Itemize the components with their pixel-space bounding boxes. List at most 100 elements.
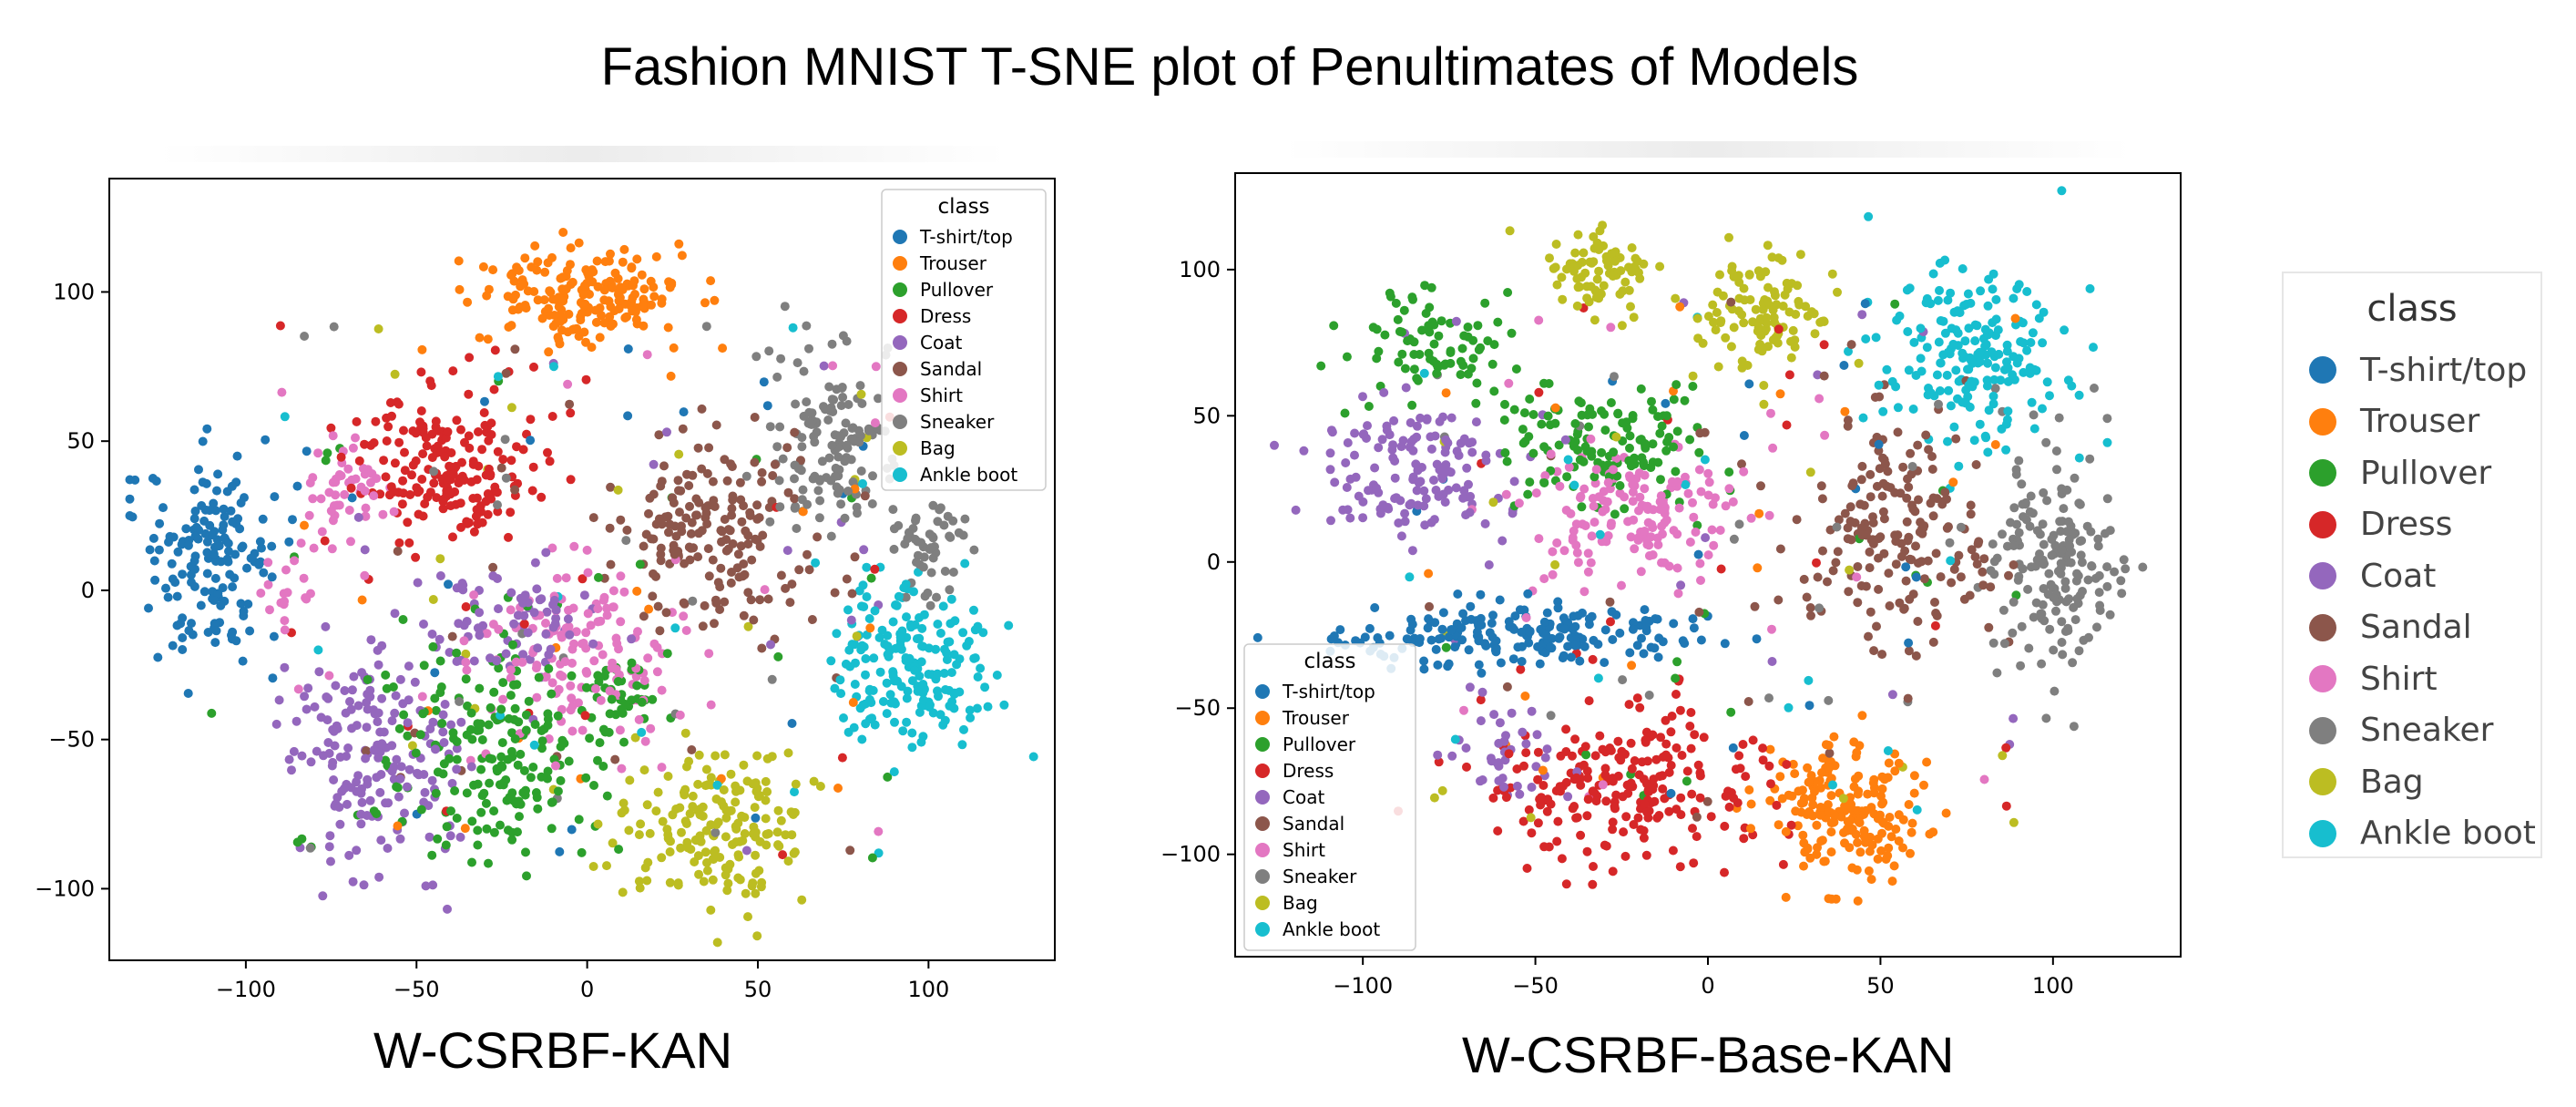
enlarged-legend-label: Coat [2360, 557, 2437, 595]
point [1579, 760, 1589, 770]
point [2003, 406, 2013, 416]
point [1441, 388, 1451, 398]
point [428, 641, 438, 651]
point [438, 504, 448, 514]
point [1608, 635, 1618, 644]
point [563, 379, 573, 389]
point [1606, 323, 1616, 333]
legend-marker [893, 256, 907, 271]
point [1627, 243, 1637, 252]
legend-marker [893, 282, 907, 297]
point [1999, 639, 2009, 649]
point [973, 672, 983, 682]
point [1974, 537, 1984, 547]
point [1689, 623, 1699, 633]
point [593, 617, 603, 627]
point [509, 714, 519, 724]
point [710, 595, 721, 605]
point [964, 637, 974, 646]
point [1940, 487, 1950, 497]
point [790, 787, 799, 797]
point [455, 284, 465, 294]
point [1584, 620, 1594, 630]
point [2117, 589, 2127, 599]
point [1600, 840, 1610, 850]
point [1467, 614, 1477, 624]
legend-label: Shirt [920, 384, 963, 406]
point [645, 828, 655, 838]
point [506, 507, 516, 518]
point [581, 773, 591, 783]
scatter-plot-left: −100 −50 0 50 100−100−50050100classT-shirt/t… [35, 178, 1056, 1002]
point [1471, 417, 1481, 427]
point [125, 475, 135, 485]
point [755, 541, 765, 551]
point [1979, 554, 1989, 564]
point [1648, 405, 1658, 415]
point [377, 739, 387, 749]
point [858, 478, 867, 488]
point [1716, 564, 1726, 574]
point [1457, 623, 1467, 632]
point [669, 498, 679, 507]
point [145, 545, 155, 555]
point [1675, 705, 1685, 715]
point [1814, 394, 1825, 404]
point [1630, 453, 1640, 463]
point [948, 516, 958, 526]
point [488, 562, 498, 572]
point [1824, 741, 1834, 750]
point [1579, 587, 1590, 597]
point [1437, 624, 1447, 634]
point [526, 436, 536, 446]
point [385, 398, 395, 407]
point [1586, 282, 1596, 292]
point [856, 466, 866, 476]
point [2121, 564, 2131, 574]
point [393, 783, 403, 793]
point [604, 727, 614, 737]
point [1748, 735, 1758, 745]
point [1586, 434, 1596, 444]
point [1845, 815, 1855, 825]
point [1983, 301, 1993, 311]
point [1737, 356, 1747, 366]
point [732, 563, 742, 573]
point [1546, 711, 1556, 721]
point [1484, 560, 1494, 569]
point [213, 540, 223, 550]
point [579, 590, 589, 600]
point [728, 491, 738, 501]
enlarged-legend-marker [2309, 819, 2336, 847]
point [1861, 805, 1871, 815]
point [537, 743, 547, 753]
point [268, 673, 278, 683]
point [1419, 664, 1429, 674]
point [2022, 287, 2032, 296]
point [408, 460, 418, 470]
point [763, 594, 773, 604]
point [710, 619, 719, 629]
point [1866, 875, 1876, 885]
point [613, 677, 623, 686]
point [1590, 315, 1600, 325]
point [1500, 399, 1509, 409]
point [978, 628, 988, 638]
point [1891, 559, 1901, 569]
point [693, 443, 703, 453]
point [883, 630, 893, 641]
point [889, 767, 899, 777]
point [688, 596, 698, 606]
point [1856, 523, 1866, 533]
point [400, 808, 409, 818]
point [1552, 836, 1562, 846]
point [1538, 765, 1548, 775]
point [1621, 812, 1631, 822]
point [1546, 642, 1555, 652]
point [493, 507, 503, 517]
point [1988, 638, 1998, 648]
point [614, 296, 624, 306]
point [447, 778, 457, 788]
point [639, 541, 649, 551]
